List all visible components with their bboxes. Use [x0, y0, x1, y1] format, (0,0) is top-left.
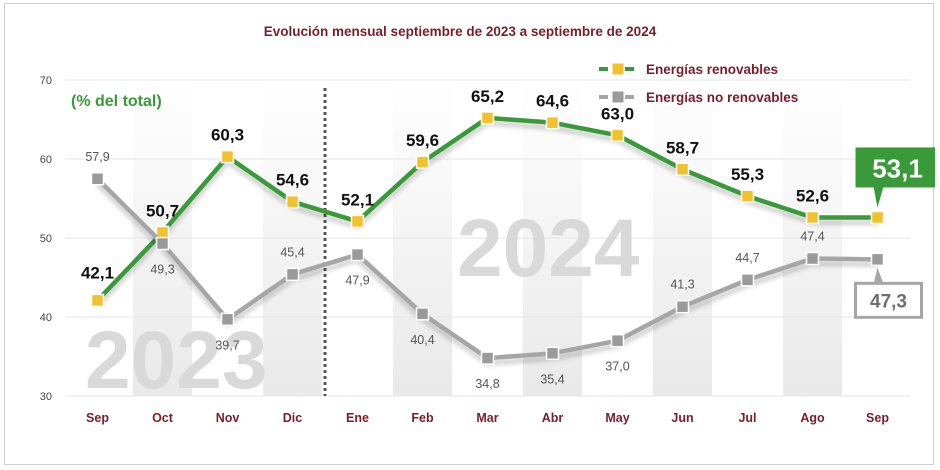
data-point: [480, 111, 495, 125]
data-point: [155, 236, 170, 251]
data-point: [675, 162, 690, 177]
data-point: [610, 128, 625, 143]
x-tick-label: Sep: [86, 411, 109, 425]
data-point: [805, 210, 820, 225]
data-label-nonrenewables: 47,9: [345, 274, 369, 288]
data-point: [870, 210, 885, 225]
x-tick-label: Dic: [283, 411, 303, 425]
data-label-renewables: 60,3: [211, 126, 244, 145]
x-tick-label: Feb: [411, 411, 434, 425]
data-point: [220, 312, 235, 327]
x-tick-label: Jun: [671, 411, 693, 425]
x-tick-label: Jul: [738, 411, 756, 425]
data-label-nonrenewables: 57,9: [85, 150, 109, 164]
data-label-renewables: 58,7: [666, 138, 699, 157]
data-label-renewables: 59,6: [406, 131, 439, 150]
data-point: [415, 307, 430, 321]
x-tick-label: Ago: [800, 411, 825, 425]
callout-nonrenewables-pointer: [873, 267, 884, 285]
year-watermark-2024: 2024: [457, 203, 640, 294]
data-label-renewables: 52,1: [341, 190, 374, 209]
legend-nonrenewables-label: Energías no renovables: [646, 90, 798, 105]
data-label-renewables: 42,1: [81, 263, 114, 282]
data-point: [220, 149, 235, 164]
data-label-renewables: 65,2: [471, 87, 504, 106]
y-tick-label: 60: [40, 154, 52, 166]
callout-nonrenewables-value: 47,3: [870, 291, 907, 312]
data-label-renewables: 54,6: [276, 171, 309, 190]
data-label-nonrenewables: 35,4: [540, 372, 564, 386]
data-point: [610, 333, 625, 348]
data-point: [740, 189, 755, 203]
data-label-nonrenewables: 45,4: [280, 245, 304, 259]
x-tick-label: Ene: [346, 411, 369, 425]
y-tick-label: 30: [40, 391, 52, 403]
unit-label: (% del total): [71, 93, 162, 110]
data-point: [350, 214, 365, 229]
data-point: [545, 346, 560, 361]
callout-renewables-box: [855, 147, 935, 188]
y-tick-label: 40: [40, 312, 52, 324]
data-point: [285, 267, 300, 282]
x-tick-label: May: [605, 411, 629, 425]
data-point: [805, 251, 820, 266]
data-label-nonrenewables: 47,4: [800, 230, 824, 244]
data-point: [545, 115, 560, 130]
data-point: [285, 194, 300, 209]
data-label-nonrenewables: 40,4: [410, 333, 434, 347]
callout-renewables-value: 53,1: [872, 153, 923, 183]
data-point: [350, 247, 365, 262]
data-label-nonrenewables: 39,7: [215, 338, 239, 352]
data-label-nonrenewables: 37,0: [605, 360, 629, 374]
data-label-nonrenewables: 44,7: [735, 251, 759, 265]
data-label-nonrenewables: 41,3: [670, 278, 694, 292]
callout-renewables-pointer: [873, 186, 884, 208]
callout-nonrenewables-box: [854, 281, 923, 319]
data-point: [415, 155, 430, 169]
x-tick-label: Abr: [542, 411, 564, 425]
y-tick-label: 50: [40, 233, 52, 245]
data-point: [90, 293, 105, 308]
data-point: [675, 299, 690, 314]
legend-renewables-label: Energías renovables: [646, 62, 778, 77]
data-label-renewables: 52,6: [796, 186, 829, 205]
legend-renewables-marker: [611, 62, 625, 76]
data-label-nonrenewables: 49,3: [150, 263, 174, 277]
x-tick-label: Mar: [476, 411, 498, 425]
legend: Energías renovables Energías no renovabl…: [599, 62, 798, 105]
data-point: [480, 351, 495, 365]
data-label-renewables: 64,6: [536, 92, 569, 111]
x-tick-label: Sep: [866, 411, 889, 425]
data-point: [870, 252, 885, 267]
data-point: [740, 273, 755, 287]
data-label-nonrenewables: 34,8: [475, 377, 499, 391]
chart-title: Evolución mensual septiembre de 2023 a s…: [264, 24, 657, 39]
data-label-renewables: 63,0: [601, 104, 634, 123]
x-tick-label: Nov: [216, 411, 240, 425]
chart-frame: 2023 2024 30 40 50 60 70 Sep Oct Nov Dic Ene Feb M…: [4, 3, 935, 465]
x-tick-label: Oct: [152, 411, 174, 425]
data-point: [90, 172, 105, 186]
data-label-renewables: 55,3: [731, 165, 764, 184]
line-chart: 2023 2024 30 40 50 60 70 Sep Oct Nov Dic Ene Feb M…: [40, 24, 935, 425]
legend-nonrenewables-marker: [611, 90, 625, 104]
y-tick-label: 70: [40, 75, 52, 87]
year-watermark-2023: 2023: [85, 315, 267, 406]
data-label-renewables: 50,7: [146, 201, 179, 220]
